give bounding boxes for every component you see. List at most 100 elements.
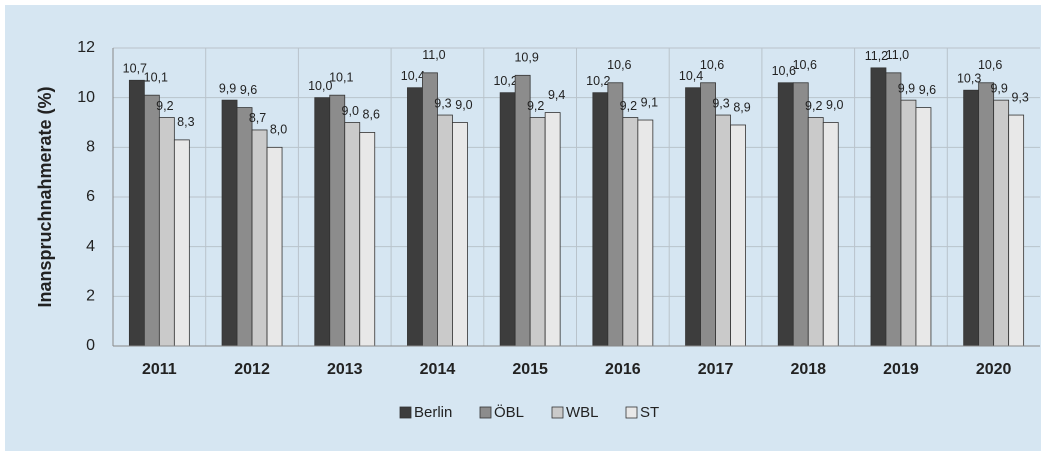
bar: [173, 139, 190, 347]
bar: [915, 107, 932, 347]
y-tick-label: 12: [77, 39, 95, 56]
value-label: 9,9: [990, 81, 1007, 95]
bar: [730, 124, 746, 347]
x-tick-label: 2019: [883, 361, 919, 378]
value-label: 10,7: [123, 62, 147, 76]
value-label: 9,9: [219, 81, 236, 95]
bar: [637, 119, 654, 347]
value-label: 9,2: [805, 99, 822, 113]
value-label: 10,1: [329, 70, 353, 84]
bar: [221, 99, 238, 347]
value-label: 9,9: [898, 81, 915, 95]
value-label: 9,0: [826, 98, 843, 112]
y-tick-label: 8: [86, 139, 95, 156]
y-tick-label: 2: [86, 288, 95, 305]
bar: [529, 117, 546, 347]
value-label: 9,0: [455, 98, 472, 112]
value-label: 10,9: [514, 51, 538, 65]
value-label: 9,2: [620, 99, 637, 113]
y-tick-label: 4: [86, 238, 95, 255]
bar: [158, 117, 175, 347]
legend-label: Berlin: [414, 404, 452, 421]
bar: [422, 72, 438, 347]
value-label: 9,2: [527, 99, 544, 113]
bar: [715, 114, 731, 347]
x-tick-label: 2011: [142, 361, 177, 378]
bar: [236, 107, 253, 347]
value-label: 9,6: [240, 83, 257, 97]
value-label: 8,7: [249, 111, 266, 125]
bar: [499, 92, 516, 347]
bar: [266, 146, 283, 347]
value-label: 10,3: [957, 72, 981, 86]
legend-label: WBL: [566, 404, 599, 421]
bar: [251, 129, 268, 347]
bar: [685, 87, 701, 347]
y-tick-label: 10: [77, 89, 95, 106]
x-tick-label: 2012: [234, 361, 270, 378]
bar: [607, 82, 624, 347]
legend-label: ÖBL: [494, 403, 524, 421]
legend-swatch: [399, 406, 412, 419]
legend-label: ST: [640, 404, 659, 421]
bar: [900, 99, 917, 347]
value-label: 11,0: [886, 48, 909, 62]
bar: [978, 82, 995, 347]
value-label: 10,6: [772, 64, 796, 78]
bar: [314, 97, 331, 347]
value-label: 9,2: [156, 99, 173, 113]
legend-swatch: [625, 406, 638, 419]
value-label: 9,3: [434, 96, 451, 110]
bar: [514, 74, 531, 347]
bar: [885, 72, 902, 347]
value-label: 9,6: [919, 83, 936, 97]
bar: [359, 132, 376, 347]
y-tick-label: 0: [86, 337, 95, 354]
value-label: 9,3: [712, 96, 729, 110]
value-label: 10,6: [700, 58, 724, 72]
bar: [807, 117, 824, 347]
bar: [544, 112, 561, 347]
value-label: 10,2: [586, 74, 610, 88]
y-axis-label: Inanspruchnahmerate (%): [35, 86, 55, 307]
value-label: 8,3: [177, 115, 194, 129]
bar: [592, 92, 609, 347]
bar: [128, 79, 145, 347]
value-label: 9,3: [1011, 90, 1028, 104]
bar: [622, 117, 639, 347]
value-label: 10,0: [308, 79, 332, 93]
y-tick-label: 6: [86, 188, 95, 205]
x-tick-label: 2015: [512, 361, 548, 378]
bar: [329, 94, 346, 347]
value-label: 10,4: [679, 69, 703, 83]
value-label: 10,6: [978, 58, 1002, 72]
x-tick-label: 2014: [420, 361, 456, 378]
bar: [437, 114, 453, 347]
value-label: 10,6: [793, 58, 817, 72]
bar: [344, 122, 361, 347]
bar: [452, 122, 468, 347]
bar: [777, 82, 794, 347]
x-tick-label: 2017: [698, 361, 734, 378]
bar: [870, 67, 887, 347]
legend-swatch: [479, 406, 492, 419]
value-label: 9,4: [548, 88, 565, 102]
value-label: 8,0: [270, 123, 287, 137]
legend-swatch: [551, 406, 564, 419]
bar: [143, 94, 160, 347]
value-label: 10,4: [401, 69, 425, 83]
bar: [792, 82, 809, 347]
value-label: 11,0: [422, 48, 445, 62]
x-tick-label: 2013: [327, 361, 363, 378]
bar: [700, 82, 716, 347]
x-tick-label: 2018: [790, 361, 826, 378]
bar: [963, 89, 980, 347]
value-label: 10,1: [144, 70, 168, 84]
bar: [993, 99, 1010, 347]
value-label: 9,0: [342, 104, 359, 118]
value-label: 8,6: [363, 108, 380, 122]
bar: [822, 122, 839, 347]
bar: [1008, 114, 1025, 347]
value-label: 11,2: [865, 49, 888, 63]
